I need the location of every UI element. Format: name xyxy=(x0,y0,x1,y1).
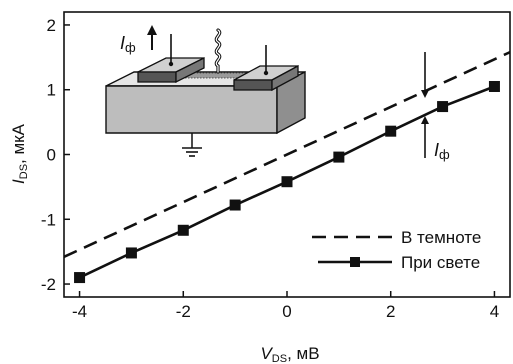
y-tick-label: -2 xyxy=(41,275,56,294)
series-point-1 xyxy=(229,199,241,211)
y-axis-title: IDS, мкА xyxy=(9,123,30,184)
device-illustration: Iф xyxy=(105,25,306,157)
x-tick-label: -4 xyxy=(72,302,87,321)
x-tick-label: 2 xyxy=(386,302,395,321)
right-electrode-contact xyxy=(263,70,269,76)
x-axis-title-main: V xyxy=(260,344,273,363)
substrate-front xyxy=(105,85,278,134)
y-axis-title-main: I xyxy=(9,179,28,184)
series-point-1 xyxy=(488,80,500,92)
x-tick-label: 4 xyxy=(490,302,499,321)
x-axis-title-unit: , мВ xyxy=(287,344,319,363)
gap-photocurrent-main: I xyxy=(434,140,439,160)
series-point-1 xyxy=(333,151,345,163)
y-tick-label: -1 xyxy=(41,210,56,229)
gap-photocurrent-label: Iф xyxy=(434,140,450,162)
left-electrode-front xyxy=(137,71,177,83)
y-tick-label: 2 xyxy=(47,16,56,35)
series-point-1 xyxy=(177,224,189,236)
x-tick-label: -2 xyxy=(176,302,191,321)
y-axis-ticks: -2 -1 0 1 2 xyxy=(41,16,70,294)
inset-photocurrent-label: Iф xyxy=(120,33,136,55)
gap-photocurrent-sub: ф xyxy=(439,147,450,162)
legend-label-light: При свете xyxy=(401,253,480,272)
y-axis-title-unit: , мкА xyxy=(9,123,28,164)
legend-label-dark: В темноте xyxy=(401,228,481,247)
inset-photocurrent-sub: ф xyxy=(125,40,136,55)
legend: В темноте При свете xyxy=(312,228,481,272)
x-tick-label: 0 xyxy=(282,302,291,321)
y-axis-title-sub: DS xyxy=(18,164,30,179)
series-line-0 xyxy=(64,50,510,259)
x-axis-ticks: -4 -2 0 2 4 xyxy=(72,291,499,321)
photocurrent-gap-annotation: Iф xyxy=(421,52,450,162)
right-electrode-front xyxy=(233,79,273,91)
series-point-1 xyxy=(385,125,397,137)
y-tick-label: 1 xyxy=(47,81,56,100)
x-axis-title-sub: DS xyxy=(272,353,287,364)
inset-photocurrent-main: I xyxy=(120,33,125,53)
series-point-1 xyxy=(281,176,293,188)
x-axis-title: VDS, мВ xyxy=(260,344,319,364)
legend-marker-light xyxy=(350,257,360,267)
right-electrode-side xyxy=(271,64,299,92)
series-point-1 xyxy=(437,101,449,113)
series-point-1 xyxy=(74,272,86,284)
series-point-1 xyxy=(125,247,137,259)
series-layer xyxy=(64,50,510,284)
left-electrode-side xyxy=(175,56,205,84)
y-tick-label: 0 xyxy=(47,146,56,165)
ground-icon xyxy=(182,147,202,157)
left-electrode-contact xyxy=(168,61,174,67)
